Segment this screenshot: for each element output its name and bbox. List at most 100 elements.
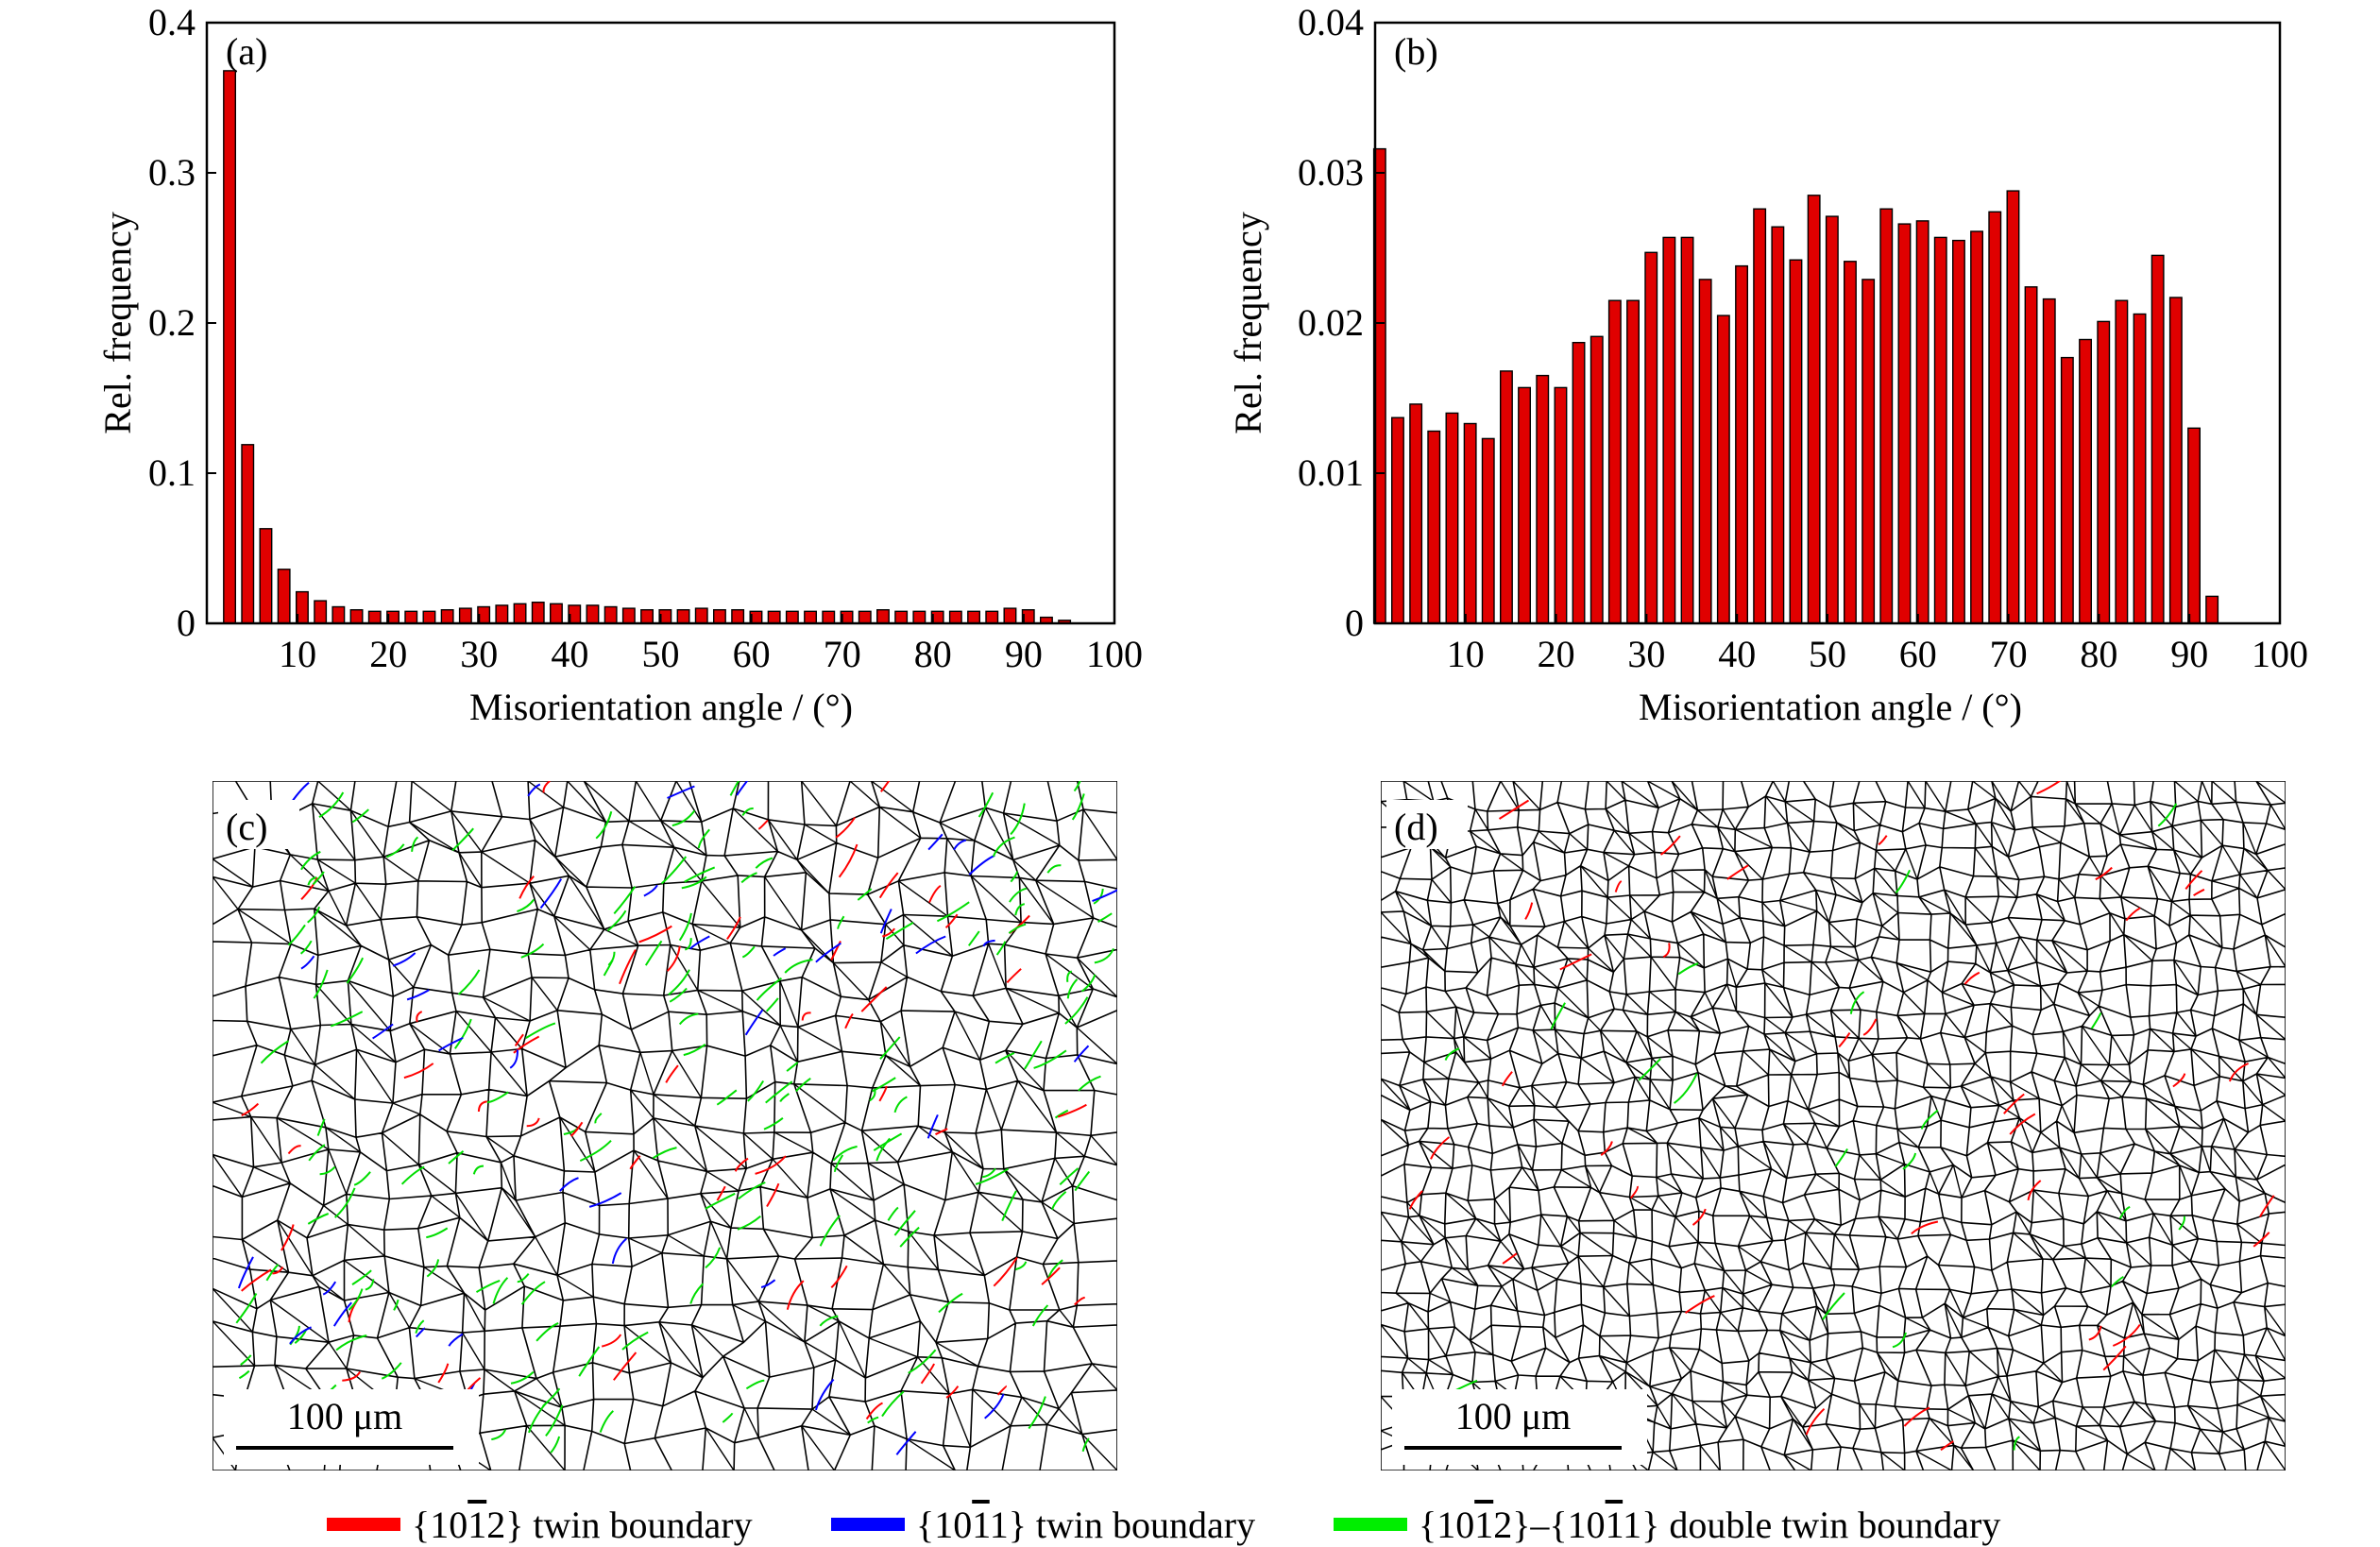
bar [1825,215,1839,624]
legend-item-double-twin: {1012}–{1011} double twin boundary [1334,1502,2000,1547]
twin-boundary-segment [492,1277,509,1304]
twin-boundary-segment [416,1011,423,1023]
twin-boundary-segment [1638,1058,1661,1081]
bar [2150,254,2165,624]
twin-boundary-segment [1057,1103,1087,1118]
bar [1807,195,1821,624]
panel-label-bg-c [218,800,299,849]
twin-boundary-segment [1911,1220,1939,1234]
y-tick-label: 0 [1345,602,1364,644]
bar [1626,299,1640,624]
twin-boundary-segment [683,1043,706,1057]
twin-boundary-segment [545,1404,564,1437]
twin-boundary-segment [819,1315,839,1327]
bar [458,607,472,624]
twin-boundary-segment [1010,870,1018,883]
twin-boundary-segment [814,1378,835,1411]
twin-boundary-segment [1444,1047,1460,1061]
bar [1753,208,1767,624]
twin-boundary-segment [351,1269,372,1285]
twin-boundary-segment [1524,902,1534,920]
twin-boundary-segment [607,951,616,966]
x-tick-label: 70 [824,633,861,675]
twin-boundary-segment [880,781,891,792]
twin-boundary-segment [899,1226,920,1248]
twin-boundary-segment [1862,1018,1878,1036]
twin-boundary-segment [517,1273,530,1284]
twin-boundary-segment [1092,889,1117,903]
bar [2024,286,2038,624]
twin-boundary-segment [318,791,345,818]
twin-boundary-segment [1838,1032,1851,1048]
x-axis-label-b: Misorientation angle / (°) [1639,686,2022,728]
scale-bar-label-d: 100 μm [1455,1395,1572,1437]
twin-boundary-segment [678,912,692,942]
twin-boundary-segment [667,785,695,799]
twin-boundary-segment [2258,1195,2275,1218]
twin-boundary-segment [2112,1323,2141,1347]
bar [259,528,273,624]
bar [2205,595,2219,624]
twin-boundary-segment [1071,793,1085,821]
twin-boundary-segment [1822,1292,1845,1320]
twin-boundary-segment [815,942,842,963]
bar [985,610,999,624]
twin-boundary-segment [1964,971,1980,985]
twin-boundary-segment [1614,880,1623,892]
twin-boundary-segment [265,1264,280,1282]
bar [2079,338,2092,624]
twin-boundary-segment [348,1298,360,1323]
twin-boundary-segment [982,1167,996,1179]
twin-boundary-segment [2172,1073,2186,1088]
twin-boundary-segment [1093,888,1104,905]
twin-boundary-segment [330,1011,364,1028]
bar [1970,230,1983,624]
twin-boundary-segment [527,783,541,797]
bar [1590,335,1604,624]
grain-boundary-subdivisions [212,781,1117,1470]
bar [1735,264,1748,624]
twin-boundary-segment [734,1157,749,1172]
twin-boundary-segment [578,1346,601,1377]
twin-boundary-segment [307,1213,330,1225]
bar [1427,430,1441,624]
panel-label-c: (c) [226,806,267,848]
legend-item-1012: {1012} twin boundary [327,1502,753,1547]
x-tick-label: 90 [1005,633,1043,675]
twin-boundary-segment [351,808,369,824]
bar [1716,314,1730,624]
bar [785,610,799,624]
twin-boundary-segment [766,1182,780,1208]
twin-boundary-segment [893,1096,908,1114]
twin-boundary-segment [944,913,959,928]
twin-boundary-segment [316,1118,326,1136]
bar [1897,223,1912,624]
twin-boundary-segment [403,1062,434,1080]
twin-boundary-segment [1502,1252,1518,1265]
twin-boundary-segment [319,1165,336,1176]
bar [1933,236,1947,624]
twin-boundary-segment [705,1247,722,1269]
twin-boundary-segment [697,828,710,849]
x-tick-label: 50 [642,633,680,675]
chart-b: 00.010.020.030.04 10 20 30 40 50 60 70 80 90 100 … [1227,1,2308,728]
twin-boundary-segment [1849,991,1865,1014]
x-tick-label: 20 [369,633,407,675]
bar [1481,437,1495,624]
panel-label-a: (a) [226,30,267,73]
y-axis-label-a: Rel. frequency [96,212,139,434]
twin-boundary-segment [887,1206,899,1221]
twin-boundary-segment [1073,1045,1090,1062]
twin-boundary-segment [834,1154,844,1172]
twin-boundary-segment [1902,1152,1917,1170]
x-tick-label: 50 [1809,633,1846,675]
bar [804,610,817,624]
twin-boundary-segment [386,843,405,858]
twin-boundary-segment [978,791,994,818]
twin-boundary-segment [885,922,914,941]
panel-label-d: (d) [1394,806,1438,848]
x-tick-label: 40 [1718,633,1756,675]
twin-boundary-segment [312,871,325,886]
y-ticks-a: 0 0.1 0.2 0.3 0.4 [148,1,216,644]
twin-boundary-segment [1006,968,1022,984]
